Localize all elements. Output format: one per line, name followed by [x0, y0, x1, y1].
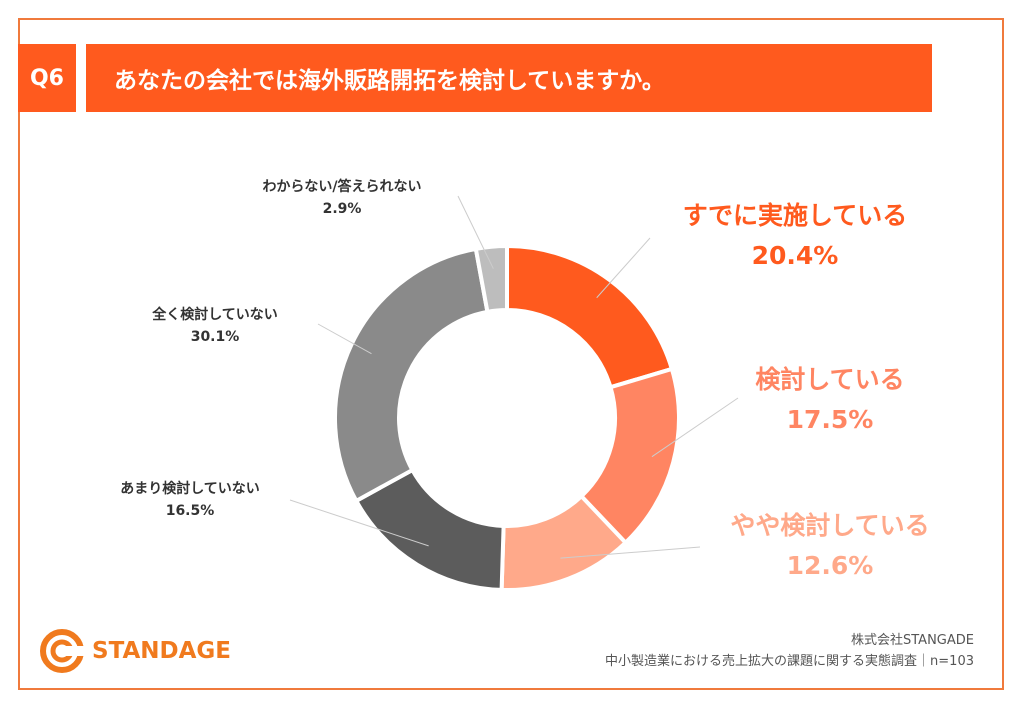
label-text: 全く検討していない — [152, 307, 278, 323]
label-value: 30.1% — [190, 329, 240, 345]
leader-line — [457, 195, 494, 269]
label-value: 2.9% — [322, 201, 362, 217]
label-value: 20.4% — [751, 241, 839, 270]
source-survey: 中小製造業における売上拡大の課題に関する実態調査｜n=103 — [605, 654, 974, 669]
label-text: あまり検討していない — [120, 481, 260, 497]
question-title: あなたの会社では海外販路開拓を検討していますか。 — [86, 44, 932, 112]
label-not-really-considering: あまり検討していない 16.5% — [90, 478, 290, 522]
donut-slice — [473, 243, 509, 315]
standage-logo: STANDAGE — [40, 626, 231, 676]
leader-line — [289, 499, 429, 547]
label-value: 12.6% — [786, 551, 874, 580]
label-text: 検討している — [755, 365, 905, 394]
label-considering: 検討している 17.5% — [740, 360, 920, 440]
leader-line — [560, 546, 701, 559]
source-company: 株式会社STANGADE — [851, 633, 974, 648]
leader-line — [651, 397, 739, 458]
label-value: 16.5% — [165, 503, 215, 519]
source-note: 株式会社STANGADE 中小製造業における売上拡大の課題に関する実態調査｜n=… — [605, 630, 974, 672]
donut-slice — [505, 243, 675, 390]
label-text: わからない/答えられない — [262, 179, 422, 195]
logo-icon — [40, 629, 84, 673]
label-dont-know: わからない/答えられない 2.9% — [222, 176, 462, 220]
outer-frame — [18, 18, 1004, 690]
label-somewhat-considering: やや検討している 12.6% — [700, 506, 960, 586]
label-text: すでに実施している — [682, 201, 908, 230]
leader-line — [596, 237, 651, 299]
label-not-considering-at-all: 全く検討していない 30.1% — [115, 304, 315, 348]
logo-name: STANDAGE — [92, 638, 231, 664]
label-value: 17.5% — [786, 405, 874, 434]
label-already-implemented: すでに実施している 20.4% — [660, 196, 930, 276]
leader-line — [317, 323, 372, 355]
label-text: やや検討している — [730, 511, 930, 540]
question-number: Q6 — [18, 44, 76, 112]
donut-slice — [333, 246, 490, 504]
